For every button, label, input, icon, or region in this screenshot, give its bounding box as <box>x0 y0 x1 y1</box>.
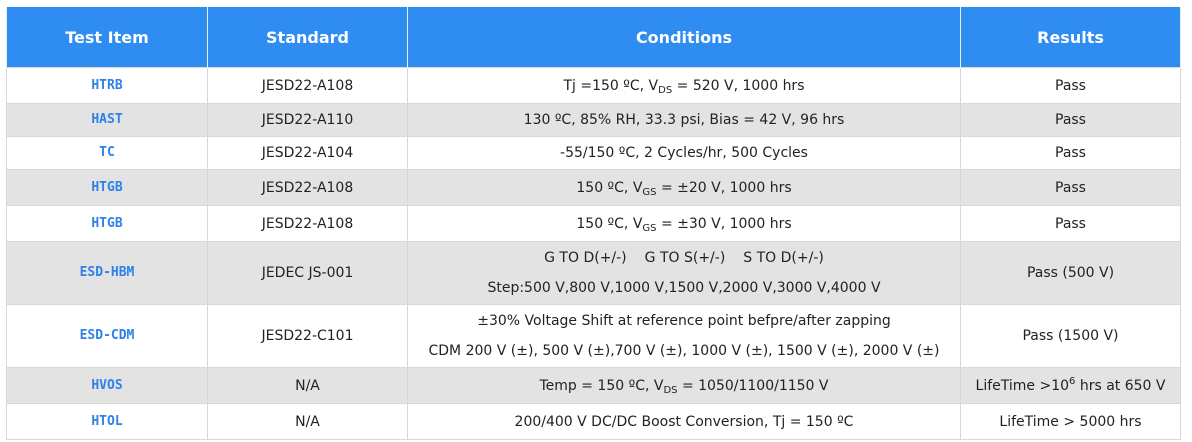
result-cell: LifeTime >106 hrs at 650 V <box>960 367 1181 404</box>
result-cell: Pass <box>960 136 1181 170</box>
conditions-text: Temp = 150 ºC, V <box>539 377 664 394</box>
conditions-cell: 150 ºC, VGS = ±20 V, 1000 hrs <box>407 169 961 206</box>
conditions-subscript: DS <box>658 84 673 96</box>
conditions-text: = 1050/1100/1150 V <box>677 377 829 394</box>
qualification-test-table: Test Item Standard Conditions Results HT… <box>6 7 1181 440</box>
table-row-tc: TC JESD22-A104 -55/150 ºC, 2 Cycles/hr, … <box>6 136 1181 170</box>
result-superscript: 6 <box>1069 375 1076 387</box>
conditions-subscript: GS <box>642 222 657 234</box>
conditions-cell: 200/400 V DC/DC Boost Conversion, Tj = 1… <box>407 403 961 440</box>
table-row-esd-cdm: ESD-CDM JESD22-C101 ±30% Voltage Shift a… <box>6 304 1181 368</box>
conditions-line: G TO D(+/-) G TO S(+/-) S TO D(+/-) <box>412 249 956 267</box>
pin-pair-label: G TO S(+/-) <box>644 250 726 266</box>
table-row-htol: HTOL N/A 200/400 V DC/DC Boost Conversio… <box>6 403 1181 440</box>
result-cell: Pass (1500 V) <box>960 304 1181 368</box>
test-item-cell: HTOL <box>6 403 208 440</box>
table-row-hast: HAST JESD22-A110 130 ºC, 85% RH, 33.3 ps… <box>6 103 1181 137</box>
conditions-line: Step:500 V,800 V,1000 V,1500 V,2000 V,30… <box>487 280 881 296</box>
conditions-text: 150 ºC, V <box>576 179 643 196</box>
conditions-cell: 150 ºC, VGS = ±30 V, 1000 hrs <box>407 205 961 242</box>
standard-cell: JESD22-C101 <box>207 304 408 368</box>
result-cell: Pass <box>960 103 1181 137</box>
conditions-cell: Tj =150 ºC, VDS = 520 V, 1000 hrs <box>407 67 961 104</box>
conditions-cell: 130 ºC, 85% RH, 33.3 psi, Bias = 42 V, 9… <box>407 103 961 137</box>
table-row-htgb-20: HTGB JESD22-A108 150 ºC, VGS = ±20 V, 10… <box>6 169 1181 206</box>
result-cell: Pass <box>960 205 1181 242</box>
conditions-text: = ±30 V, 1000 hrs <box>656 215 792 232</box>
conditions-cell: G TO D(+/-) G TO S(+/-) S TO D(+/-) Step:5… <box>407 241 961 305</box>
test-item-cell: HTGB <box>6 205 208 242</box>
standard-cell: JESD22-A108 <box>207 67 408 104</box>
standard-cell: JESD22-A110 <box>207 103 408 137</box>
qualification-table-container: Test Item Standard Conditions Results HT… <box>6 7 1181 440</box>
test-item-cell: HTRB <box>6 67 208 104</box>
conditions-text: = 520 V, 1000 hrs <box>672 77 805 94</box>
standard-cell: JESD22-A108 <box>207 169 408 206</box>
test-item-cell: HTGB <box>6 169 208 206</box>
conditions-cell: ±30% Voltage Shift at reference point be… <box>407 304 961 368</box>
table-header-row: Test Item Standard Conditions Results <box>6 7 1181 68</box>
standard-cell: JESD22-A108 <box>207 205 408 242</box>
test-item-cell: ESD-HBM <box>6 241 208 305</box>
conditions-line: CDM 200 V (±), 500 V (±),700 V (±), 1000… <box>428 343 940 359</box>
test-item-cell: ESD-CDM <box>6 304 208 368</box>
table-row-htgb-30: HTGB JESD22-A108 150 ºC, VGS = ±30 V, 10… <box>6 205 1181 242</box>
table-row-htrb: HTRB JESD22-A108 Tj =150 ºC, VDS = 520 V… <box>6 67 1181 104</box>
conditions-line: ±30% Voltage Shift at reference point be… <box>477 313 891 329</box>
standard-cell: N/A <box>207 403 408 440</box>
conditions-text: = ±20 V, 1000 hrs <box>656 179 792 196</box>
conditions-subscript: DS <box>663 384 678 396</box>
test-item-cell: HAST <box>6 103 208 137</box>
conditions-text: Tj =150 ºC, V <box>563 77 659 94</box>
header-standard: Standard <box>207 7 408 68</box>
table-row-esd-hbm: ESD-HBM JEDEC JS-001 G TO D(+/-) G TO S(+… <box>6 241 1181 305</box>
conditions-cell: Temp = 150 ºC, VDS = 1050/1100/1150 V <box>407 367 961 404</box>
test-item-cell: HVOS <box>6 367 208 404</box>
conditions-subscript: GS <box>642 186 657 198</box>
standard-cell: N/A <box>207 367 408 404</box>
result-cell: Pass <box>960 169 1181 206</box>
standard-cell: JEDEC JS-001 <box>207 241 408 305</box>
test-item-cell: TC <box>6 136 208 170</box>
result-cell: Pass <box>960 67 1181 104</box>
conditions-text: 150 ºC, V <box>576 215 643 232</box>
result-cell: Pass (500 V) <box>960 241 1181 305</box>
result-cell: LifeTime > 5000 hrs <box>960 403 1181 440</box>
pin-pair-label: S TO D(+/-) <box>743 250 824 266</box>
conditions-cell: -55/150 ºC, 2 Cycles/hr, 500 Cycles <box>407 136 961 170</box>
standard-cell: JESD22-A104 <box>207 136 408 170</box>
header-conditions: Conditions <box>407 7 961 68</box>
pin-pair-label: G TO D(+/-) <box>544 250 627 266</box>
result-text: hrs at 650 V <box>1075 377 1166 394</box>
result-text: LifeTime >10 <box>975 377 1070 394</box>
header-results: Results <box>960 7 1181 68</box>
table-row-hvos: HVOS N/A Temp = 150 ºC, VDS = 1050/1100/… <box>6 367 1181 404</box>
header-test-item: Test Item <box>6 7 208 68</box>
